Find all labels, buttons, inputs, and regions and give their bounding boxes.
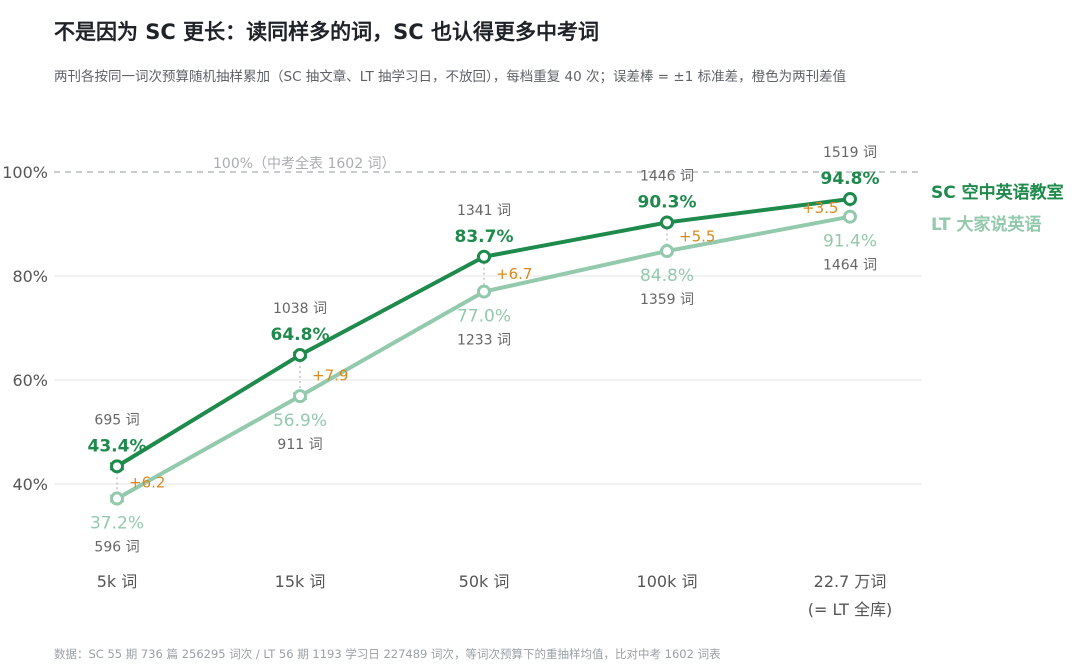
sc-count-label: 1446 词 — [640, 168, 694, 184]
lt-value-label: 91.4% — [823, 232, 877, 252]
sc-count-label: 1519 词 — [823, 145, 877, 161]
difference-label: +6.2 — [129, 473, 165, 491]
data-point-lt — [477, 284, 491, 299]
x-tick-sublabel: (= LT 全库) — [808, 600, 893, 619]
y-tick-label: 100% — [2, 163, 48, 182]
lt-count-label: 596 词 — [94, 540, 139, 556]
lt-value-label: 77.0% — [457, 307, 511, 327]
sc-value-label: 94.8% — [821, 169, 880, 189]
difference-label: +7.9 — [312, 367, 348, 385]
legend-sc: SC 空中英语教室 — [931, 182, 1064, 203]
x-tick-label: 15k 词 — [275, 572, 326, 591]
x-tick-label: 50k 词 — [459, 572, 510, 591]
sc-count-label: 1038 词 — [273, 301, 327, 317]
legend-lt: LT 大家说英语 — [931, 214, 1042, 235]
x-tick-label: 22.7 万词 — [814, 572, 887, 591]
data-point-lt — [660, 244, 674, 259]
lt-count-label: 911 词 — [277, 437, 322, 453]
x-tick-label: 5k 词 — [97, 572, 138, 591]
sc-count-label: 1341 词 — [457, 203, 511, 219]
sc-value-label: 83.7% — [455, 227, 514, 247]
data-point-lt — [843, 209, 857, 224]
data-point-sc — [110, 459, 124, 474]
data-point-lt — [110, 491, 124, 506]
lt-value-label: 37.2% — [90, 514, 144, 534]
data-point-lt — [293, 389, 307, 404]
sc-value-label: 64.8% — [271, 325, 330, 345]
x-tick-label: 100k 词 — [637, 572, 698, 591]
chart-title: 不是因为 SC 更长：读同样多的词，SC 也认得更多中考词 — [54, 20, 600, 44]
data-point-sc — [477, 249, 491, 264]
difference-label: +6.7 — [496, 265, 532, 283]
reference-line-label: 100%（中考全表 1602 词） — [213, 155, 396, 172]
data-source-note: 数据：SC 55 期 736 篇 256295 词次 / LT 56 期 119… — [54, 647, 721, 661]
y-tick-label: 40% — [12, 475, 48, 494]
lt-value-label: 56.9% — [273, 411, 327, 431]
data-point-sc — [293, 348, 307, 363]
lt-count-label: 1464 词 — [823, 258, 877, 274]
chart-subtitle: 两刊各按同一词次预算随机抽样累加（SC 抽文章、LT 抽学习日，不放回），每档重… — [54, 69, 847, 85]
data-point-sc — [660, 215, 674, 230]
difference-label: +3.5 — [802, 199, 838, 217]
lt-count-label: 1233 词 — [457, 333, 511, 349]
lt-value-label: 84.8% — [640, 266, 694, 286]
sc-value-label: 43.4% — [88, 436, 147, 456]
sc-value-label: 90.3% — [638, 192, 697, 212]
data-point-sc — [843, 192, 857, 207]
difference-label: +5.5 — [679, 228, 715, 246]
y-tick-label: 80% — [12, 267, 48, 286]
lt-count-label: 1359 词 — [640, 292, 694, 308]
y-tick-label: 60% — [12, 371, 48, 390]
sc-count-label: 695 词 — [94, 412, 139, 428]
